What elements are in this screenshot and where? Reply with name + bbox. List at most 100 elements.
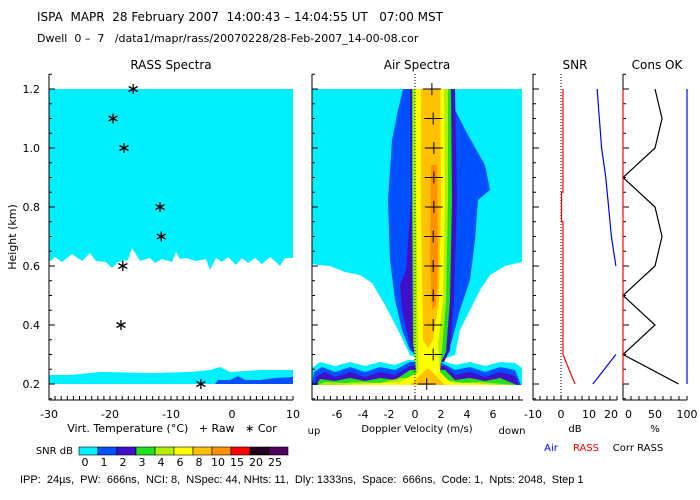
air-velocity-point — [424, 348, 443, 361]
star-stroke — [116, 321, 126, 329]
rass-cor-point — [117, 261, 128, 271]
contour-orangeyellow-low — [410, 368, 445, 385]
air-velocity-point — [424, 230, 443, 243]
star-stroke — [128, 85, 138, 93]
colorbar-cell — [97, 446, 118, 456]
y-tick-label: 0.4 — [23, 319, 41, 332]
axis-labels: -30 -20 -10 0 10 -6 -4 -2 0 2 4 6 -10 0 10 20 0 50 1000.20… — [23, 83, 698, 421]
line-air — [592, 354, 617, 385]
star-stroke — [155, 203, 165, 211]
colorbar-tick-label: 8 — [196, 456, 203, 469]
rass-cor-point — [108, 113, 118, 124]
colorbar-cell — [230, 446, 251, 456]
contour-blue-low — [215, 376, 293, 384]
colorbar-cell — [116, 446, 137, 456]
contour-cyan — [49, 89, 293, 270]
x-tick-label: 50 — [648, 408, 662, 421]
y-tick-label: 0.2 — [23, 378, 41, 391]
y-tick-label: 0.6 — [23, 260, 41, 273]
y-tick-label: 1.2 — [23, 83, 41, 96]
y-tick-label: 0.8 — [23, 201, 41, 214]
footer-params: IPP: 24µs, PW: 666ns, NCI: 8, NSpec: 44,… — [20, 474, 584, 486]
star-stroke — [196, 380, 206, 388]
colorbar-label: SNR dB — [36, 446, 73, 457]
air-spectra-contours — [312, 89, 522, 385]
colorbar-cell — [268, 446, 289, 456]
rass-cor-point — [156, 231, 167, 242]
x-tick-label: 20 — [604, 408, 618, 421]
snr-colorbar: 0 1 2 3 4 6 8 10 15 20 25 — [78, 446, 289, 469]
air-velocity-point — [424, 201, 443, 213]
star-stroke — [117, 262, 128, 270]
x-tick-label: -6 — [332, 408, 343, 421]
rass-cor-point — [196, 379, 206, 389]
x-tick-label: 10 — [582, 408, 596, 421]
colorbar-tick-label: 3 — [139, 456, 146, 469]
air-velocity-point — [424, 319, 443, 331]
colorbar-tick-label: 2 — [120, 456, 127, 469]
air-x-up: up — [308, 426, 321, 437]
line-air — [596, 88, 617, 267]
line-rass — [560, 89, 576, 385]
colorbar-tick-label: 15 — [230, 456, 244, 469]
y-tick-label: 1.0 — [23, 142, 41, 155]
x-tick-label: 6 — [490, 408, 497, 421]
x-tick-label: -20 — [101, 408, 119, 421]
air-velocity-point — [424, 171, 443, 184]
x-tick-label: 4 — [464, 408, 471, 421]
x-tick-label: -30 — [40, 408, 58, 421]
rass-cor-point — [119, 143, 129, 153]
air-velocity-point — [424, 142, 443, 154]
air-panel-title: Air Spectra — [384, 58, 451, 72]
rass-x-title: Virt. Temperature (°C) + Raw ∗ Cor — [67, 422, 277, 435]
colorbar-cell — [135, 446, 156, 456]
colorbar-tick-label: 1 — [101, 456, 108, 469]
air-velocity-point — [424, 112, 443, 125]
x-tick-label: 0 — [412, 408, 419, 421]
star-stroke — [156, 233, 167, 240]
colorbar-tick-label: 20 — [249, 456, 263, 469]
air-x-title: Doppler Velocity (m/s) — [361, 424, 472, 435]
x-tick-label: 0 — [625, 408, 632, 421]
legend-rass: RASS — [573, 443, 599, 454]
colorbar-tick-label: 0 — [82, 456, 89, 469]
x-tick-label: 2 — [438, 408, 445, 421]
colorbar-cell — [78, 446, 99, 456]
colorbar-tick-label: 4 — [158, 456, 165, 469]
line-corr-rass — [621, 88, 679, 385]
snr-panel-title: SNR — [563, 58, 588, 72]
x-tick-label: -10 — [162, 408, 180, 421]
colorbar-tick-label: 25 — [268, 456, 282, 469]
legend-air: Air — [544, 443, 559, 454]
star-stroke — [108, 115, 118, 122]
header-line2: Dwell 0 – 7 /data1/mapr/rass/20070228/28… — [37, 32, 419, 45]
air-velocity-point — [424, 289, 443, 302]
x-tick-label: -2 — [384, 408, 395, 421]
air-x-down: down — [499, 426, 526, 437]
contour-orange — [430, 165, 438, 310]
colorbar-tick-label: 10 — [211, 456, 225, 469]
air-velocity-point — [424, 260, 443, 272]
y-axis-title: Height (km) — [6, 204, 19, 270]
x-tick-label: 0 — [558, 408, 565, 421]
colorbar-cell — [249, 446, 270, 456]
rass-panel-title: RASS Spectra — [130, 58, 211, 72]
data-marks — [108, 83, 688, 390]
snr-x-title: dB — [568, 424, 581, 435]
colorbar-cell — [173, 446, 194, 456]
rass-cor-point — [155, 202, 165, 212]
air-velocity-point — [417, 378, 436, 390]
cons-panel-title: Cons OK — [632, 58, 684, 72]
air-velocity-point — [422, 83, 441, 95]
contour-yellow — [340, 89, 500, 385]
x-tick-label: 10 — [286, 408, 300, 421]
rass-cor-point — [128, 84, 138, 94]
colorbar-cell — [154, 446, 175, 456]
rass-cor-point — [116, 320, 126, 330]
x-tick-label: 100 — [677, 408, 698, 421]
header-line1: ISPA MAPR 28 February 2007 14:00:43 – 14… — [37, 10, 443, 24]
x-tick-label: -10 — [524, 408, 542, 421]
star-stroke — [119, 144, 129, 152]
